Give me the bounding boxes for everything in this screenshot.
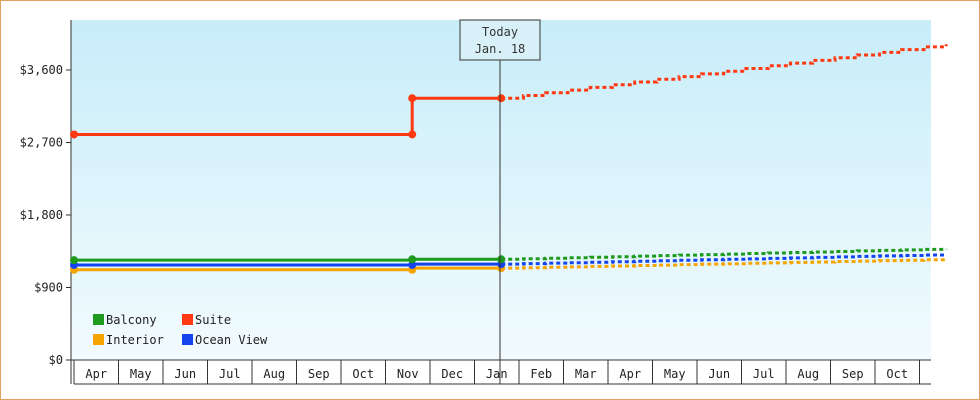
series-point-balcony[interactable] [70,256,78,265]
x-tick-label: Jun [708,367,730,381]
x-tick-label: Apr [85,367,107,381]
series-point-ocean-view[interactable] [408,260,417,269]
legend-swatch-balcony [93,314,104,325]
today-date: Jan. 18 [475,42,526,56]
legend-swatch-interior [93,334,104,345]
y-tick-label: $3,600 [20,63,63,77]
x-tick-label: Nov [397,367,419,381]
series-line-interior [74,266,502,272]
legend-label-balcony: Balcony [106,313,157,327]
series-forecast-suite [501,44,948,100]
x-tick-label: Dec [441,367,463,381]
x-tick-label: May [664,367,686,381]
x-tick-label: Aug [797,367,819,381]
x-tick-label: Feb [530,367,552,381]
series-line-balcony [74,257,502,262]
series-point-balcony[interactable] [408,255,417,264]
series-line-suite [74,96,502,136]
x-tick-label: Apr [619,367,641,381]
x-tick-label: Oct [886,367,908,381]
today-box [459,19,541,61]
x-tick-label: May [130,367,152,381]
x-tick-label: Oct [352,367,374,381]
x-tick-label: Sep [308,367,330,381]
y-tick-label: $2,700 [20,136,63,150]
legend-label-ocean-view: Ocean View [195,333,268,347]
today-label: Today [482,25,518,39]
legend-label-interior: Interior [106,333,164,347]
y-tick-label: $1,800 [20,208,63,222]
series-point-suite[interactable] [408,130,417,139]
x-tick-label: Jun [174,367,196,381]
y-tick-label: $0 [49,353,63,367]
x-tick-label: Sep [842,367,864,381]
series-forecast-ocean-view [501,253,948,266]
series-point-suite[interactable] [497,94,506,103]
series-point-suite[interactable] [408,94,417,103]
x-tick-label: Jan [486,367,508,381]
legend-swatch-suite [182,314,193,325]
series-point-suite[interactable] [70,130,78,139]
x-tick-label: Aug [263,367,285,381]
x-tick-label: Jul [753,367,775,381]
plot-area [71,20,931,360]
legend-swatch-ocean-view [182,334,193,345]
x-tick-label: Mar [575,367,597,381]
series-forecast-interior [501,258,948,270]
legend-label-suite: Suite [195,313,231,327]
series-forecast-balcony [501,247,948,261]
y-tick-label: $900 [34,281,63,295]
series-point-balcony[interactable] [497,255,506,264]
series-line-ocean-view [74,262,502,267]
x-tick-label: Jul [219,367,241,381]
